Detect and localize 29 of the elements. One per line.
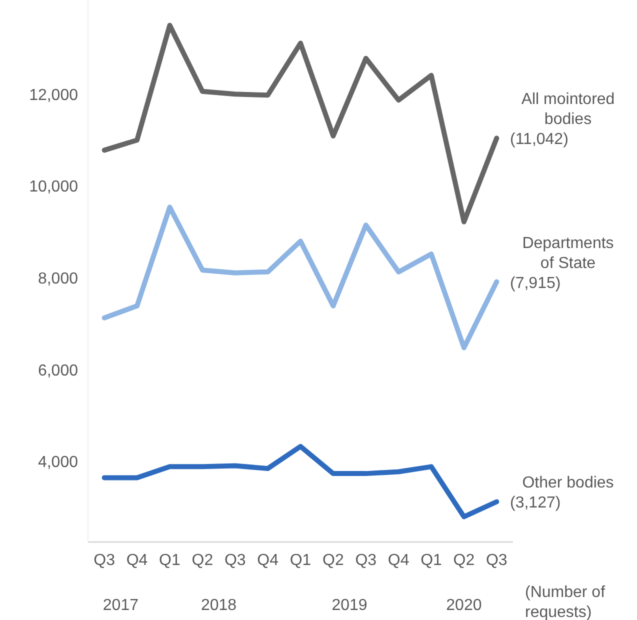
series-label: Departments of State: [522, 234, 614, 272]
x-tick-label: Q1: [420, 552, 442, 569]
y-tick-label: 8,000: [38, 270, 78, 288]
x-tick-label: Q3: [224, 552, 246, 569]
y-tick-label: 10,000: [29, 178, 78, 196]
x-tick-label: Q4: [388, 552, 410, 569]
x-tick-label: Q2: [453, 552, 475, 569]
y-tick-label: 4,000: [38, 454, 78, 472]
y-tick-label: 6,000: [38, 362, 78, 380]
text: (Number of requests): [525, 584, 606, 620]
data-label: (7,915): [510, 274, 561, 292]
series-label: All mointored bodies: [521, 91, 615, 128]
text: 2017: [102, 597, 139, 614]
x-tick-label: Q2: [192, 552, 214, 569]
series-label: Other bodies: [522, 474, 614, 492]
text: 2019: [332, 597, 368, 614]
x-tick-label: Q3: [486, 552, 508, 569]
y-tick-label: 12,000: [29, 86, 78, 104]
x-tick-label: Q3: [94, 552, 116, 569]
x-tick-label: Q2: [322, 552, 344, 569]
text: 2020: [446, 597, 482, 614]
text: 2018: [200, 597, 237, 614]
data-label: (11,042): [510, 131, 568, 148]
x-tick-label: Q1: [290, 552, 312, 569]
x-tick-label: Q4: [126, 552, 148, 569]
x-tick-label: Q1: [159, 552, 181, 569]
x-tick-label: Q4: [257, 552, 279, 569]
data-label: (3,127): [510, 494, 561, 512]
x-tick-label: Q3: [355, 552, 377, 569]
